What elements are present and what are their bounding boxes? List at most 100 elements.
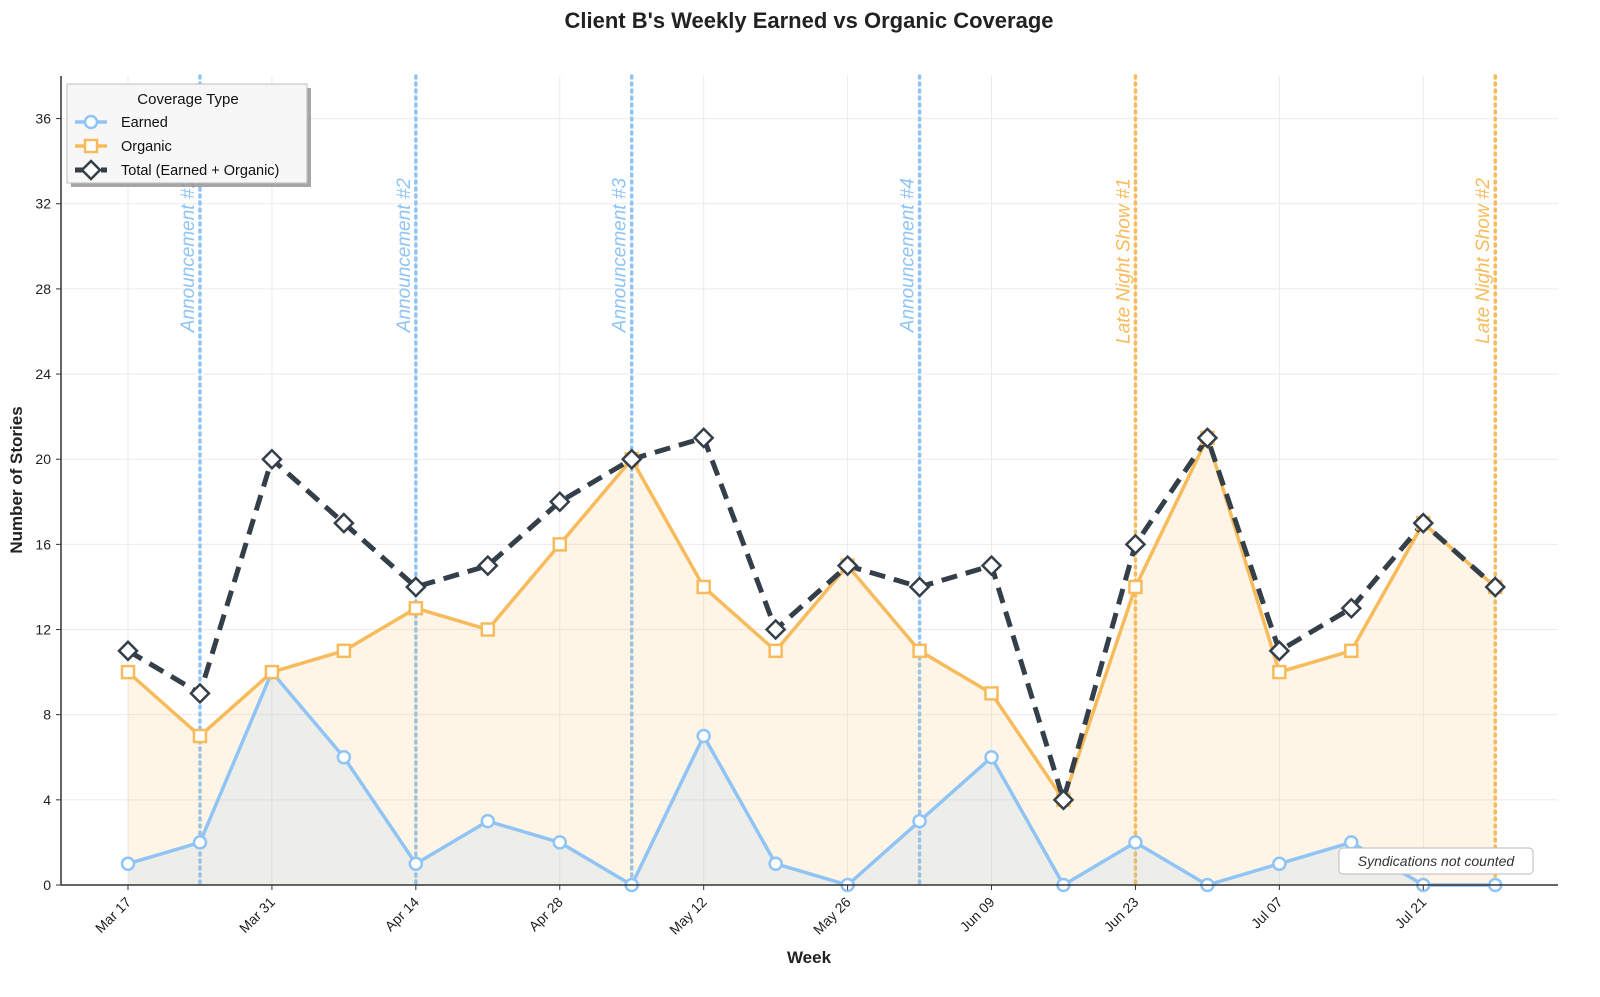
legend-label: Earned: [121, 115, 168, 131]
earned-line: [127, 670, 1496, 887]
event-label: Late Night Show #1: [1113, 178, 1134, 344]
x-tick-label: May 26: [810, 894, 854, 938]
legend-label: Organic: [121, 139, 172, 155]
earned-point: [1128, 835, 1143, 850]
organic-point: [1272, 664, 1287, 680]
legend-swatch-marker: [83, 114, 99, 130]
total-point: [477, 554, 499, 577]
organic-point: [696, 579, 711, 595]
note-box: Syndications not counted: [1338, 847, 1534, 875]
series-lines: [126, 435, 1497, 887]
earned-point: [984, 750, 999, 765]
organic-point: [192, 728, 208, 744]
organic-point: [264, 664, 280, 680]
total-point: [548, 491, 571, 513]
total-point: [980, 554, 1003, 577]
earned-point: [192, 835, 208, 850]
earned-point: [1272, 856, 1287, 871]
legend-box: [66, 83, 308, 184]
total-line: [126, 435, 1497, 803]
total-point: [1052, 789, 1075, 811]
organic-point: [480, 622, 496, 637]
total-point: [1484, 576, 1507, 598]
event-label: Announcement #3: [610, 178, 631, 334]
legend-title: Coverage Type: [137, 91, 238, 108]
organic-point: [120, 664, 136, 680]
total-point: [333, 512, 355, 534]
legend-swatch-marker: [83, 138, 99, 154]
y-tick-label: 4: [43, 792, 51, 808]
y-tick-label: 0: [43, 877, 51, 893]
earned-point: [336, 750, 352, 765]
x-tick-label: Jul 21: [1392, 894, 1430, 932]
earned-point: [1344, 835, 1359, 850]
legend-item: Organic: [75, 138, 172, 155]
total-point: [1412, 512, 1435, 534]
total-point: [117, 640, 139, 662]
x-tick-label: Jun 23: [1101, 894, 1142, 935]
chart-title: Client B's Weekly Earned vs Organic Cove…: [564, 8, 1053, 33]
x-tick-label: Apr 14: [381, 894, 422, 935]
note-text: Syndications not counted: [1358, 853, 1516, 869]
note-rect: [1338, 847, 1534, 875]
earned-point: [552, 835, 568, 850]
legend-label: Total (Earned + Organic): [121, 163, 279, 179]
axes: [60, 76, 1558, 886]
organic-point: [336, 643, 352, 659]
x-tick-label: Mar 17: [92, 894, 134, 936]
x-axis-label: Week: [787, 948, 832, 967]
earned-point: [480, 813, 496, 829]
y-axis-ticks: 0 4 8 12 16 20 24 28 32 36: [35, 111, 61, 893]
earned-point: [120, 856, 136, 871]
event-markers: Announcement #1 Announcement #2 Announceme…: [178, 74, 1497, 887]
organic-point: [552, 537, 568, 552]
total-point: [908, 576, 931, 598]
total-point: [1124, 533, 1147, 556]
total-point: [261, 448, 283, 470]
event-label: Late Night Show #2: [1473, 178, 1494, 344]
total-point: [764, 618, 787, 641]
x-tick-label: Mar 31: [236, 894, 278, 936]
y-axis-label: Number of Stories: [7, 406, 26, 553]
organic-area: [128, 437, 1496, 885]
x-tick-label: Jun 09: [957, 894, 998, 935]
x-tick-label: Apr 28: [525, 894, 566, 935]
organic-point: [1128, 579, 1143, 595]
y-tick-label: 12: [35, 622, 51, 638]
earned-point: [912, 813, 927, 829]
y-tick-label: 32: [35, 196, 51, 212]
legend-items: Earned Organic Total (Earned + Organic): [75, 114, 279, 181]
total-point: [1196, 427, 1219, 449]
x-tick-label: Jul 07: [1248, 894, 1286, 932]
event-label: Announcement #1: [178, 178, 199, 333]
organic-line: [126, 436, 1497, 802]
organic-point: [768, 643, 783, 659]
x-axis-ticks: Mar 17 Mar 31 Apr 14 Apr 28 May 12 May 26 Jun …: [92, 885, 1430, 938]
organic-point: [984, 686, 999, 701]
legend: Coverage Type Earned Organic Total (Earned…: [66, 83, 311, 187]
event-label: Announcement #4: [898, 178, 919, 333]
organic-point: [408, 600, 424, 616]
y-tick-label: 28: [35, 281, 51, 297]
earned-point: [696, 728, 711, 744]
total-point: [1268, 640, 1291, 662]
organic-point: [912, 643, 927, 659]
series-fills: [128, 437, 1496, 885]
total-point: [836, 554, 859, 577]
y-tick-label: 8: [43, 707, 51, 723]
legend-item: Total (Earned + Organic): [75, 159, 279, 181]
total-point: [405, 576, 427, 598]
earned-point: [768, 856, 783, 871]
total-point: [692, 427, 715, 449]
y-tick-label: 24: [35, 366, 51, 382]
x-tick-label: May 12: [666, 894, 710, 938]
total-point: [1340, 597, 1363, 620]
y-tick-label: 16: [35, 536, 51, 552]
legend-swatch-marker: [80, 159, 102, 181]
y-tick-label: 20: [35, 451, 51, 467]
event-label: Announcement #2: [394, 178, 415, 334]
y-tick-label: 36: [35, 111, 51, 127]
organic-point: [1344, 643, 1359, 659]
total-point: [189, 682, 211, 705]
